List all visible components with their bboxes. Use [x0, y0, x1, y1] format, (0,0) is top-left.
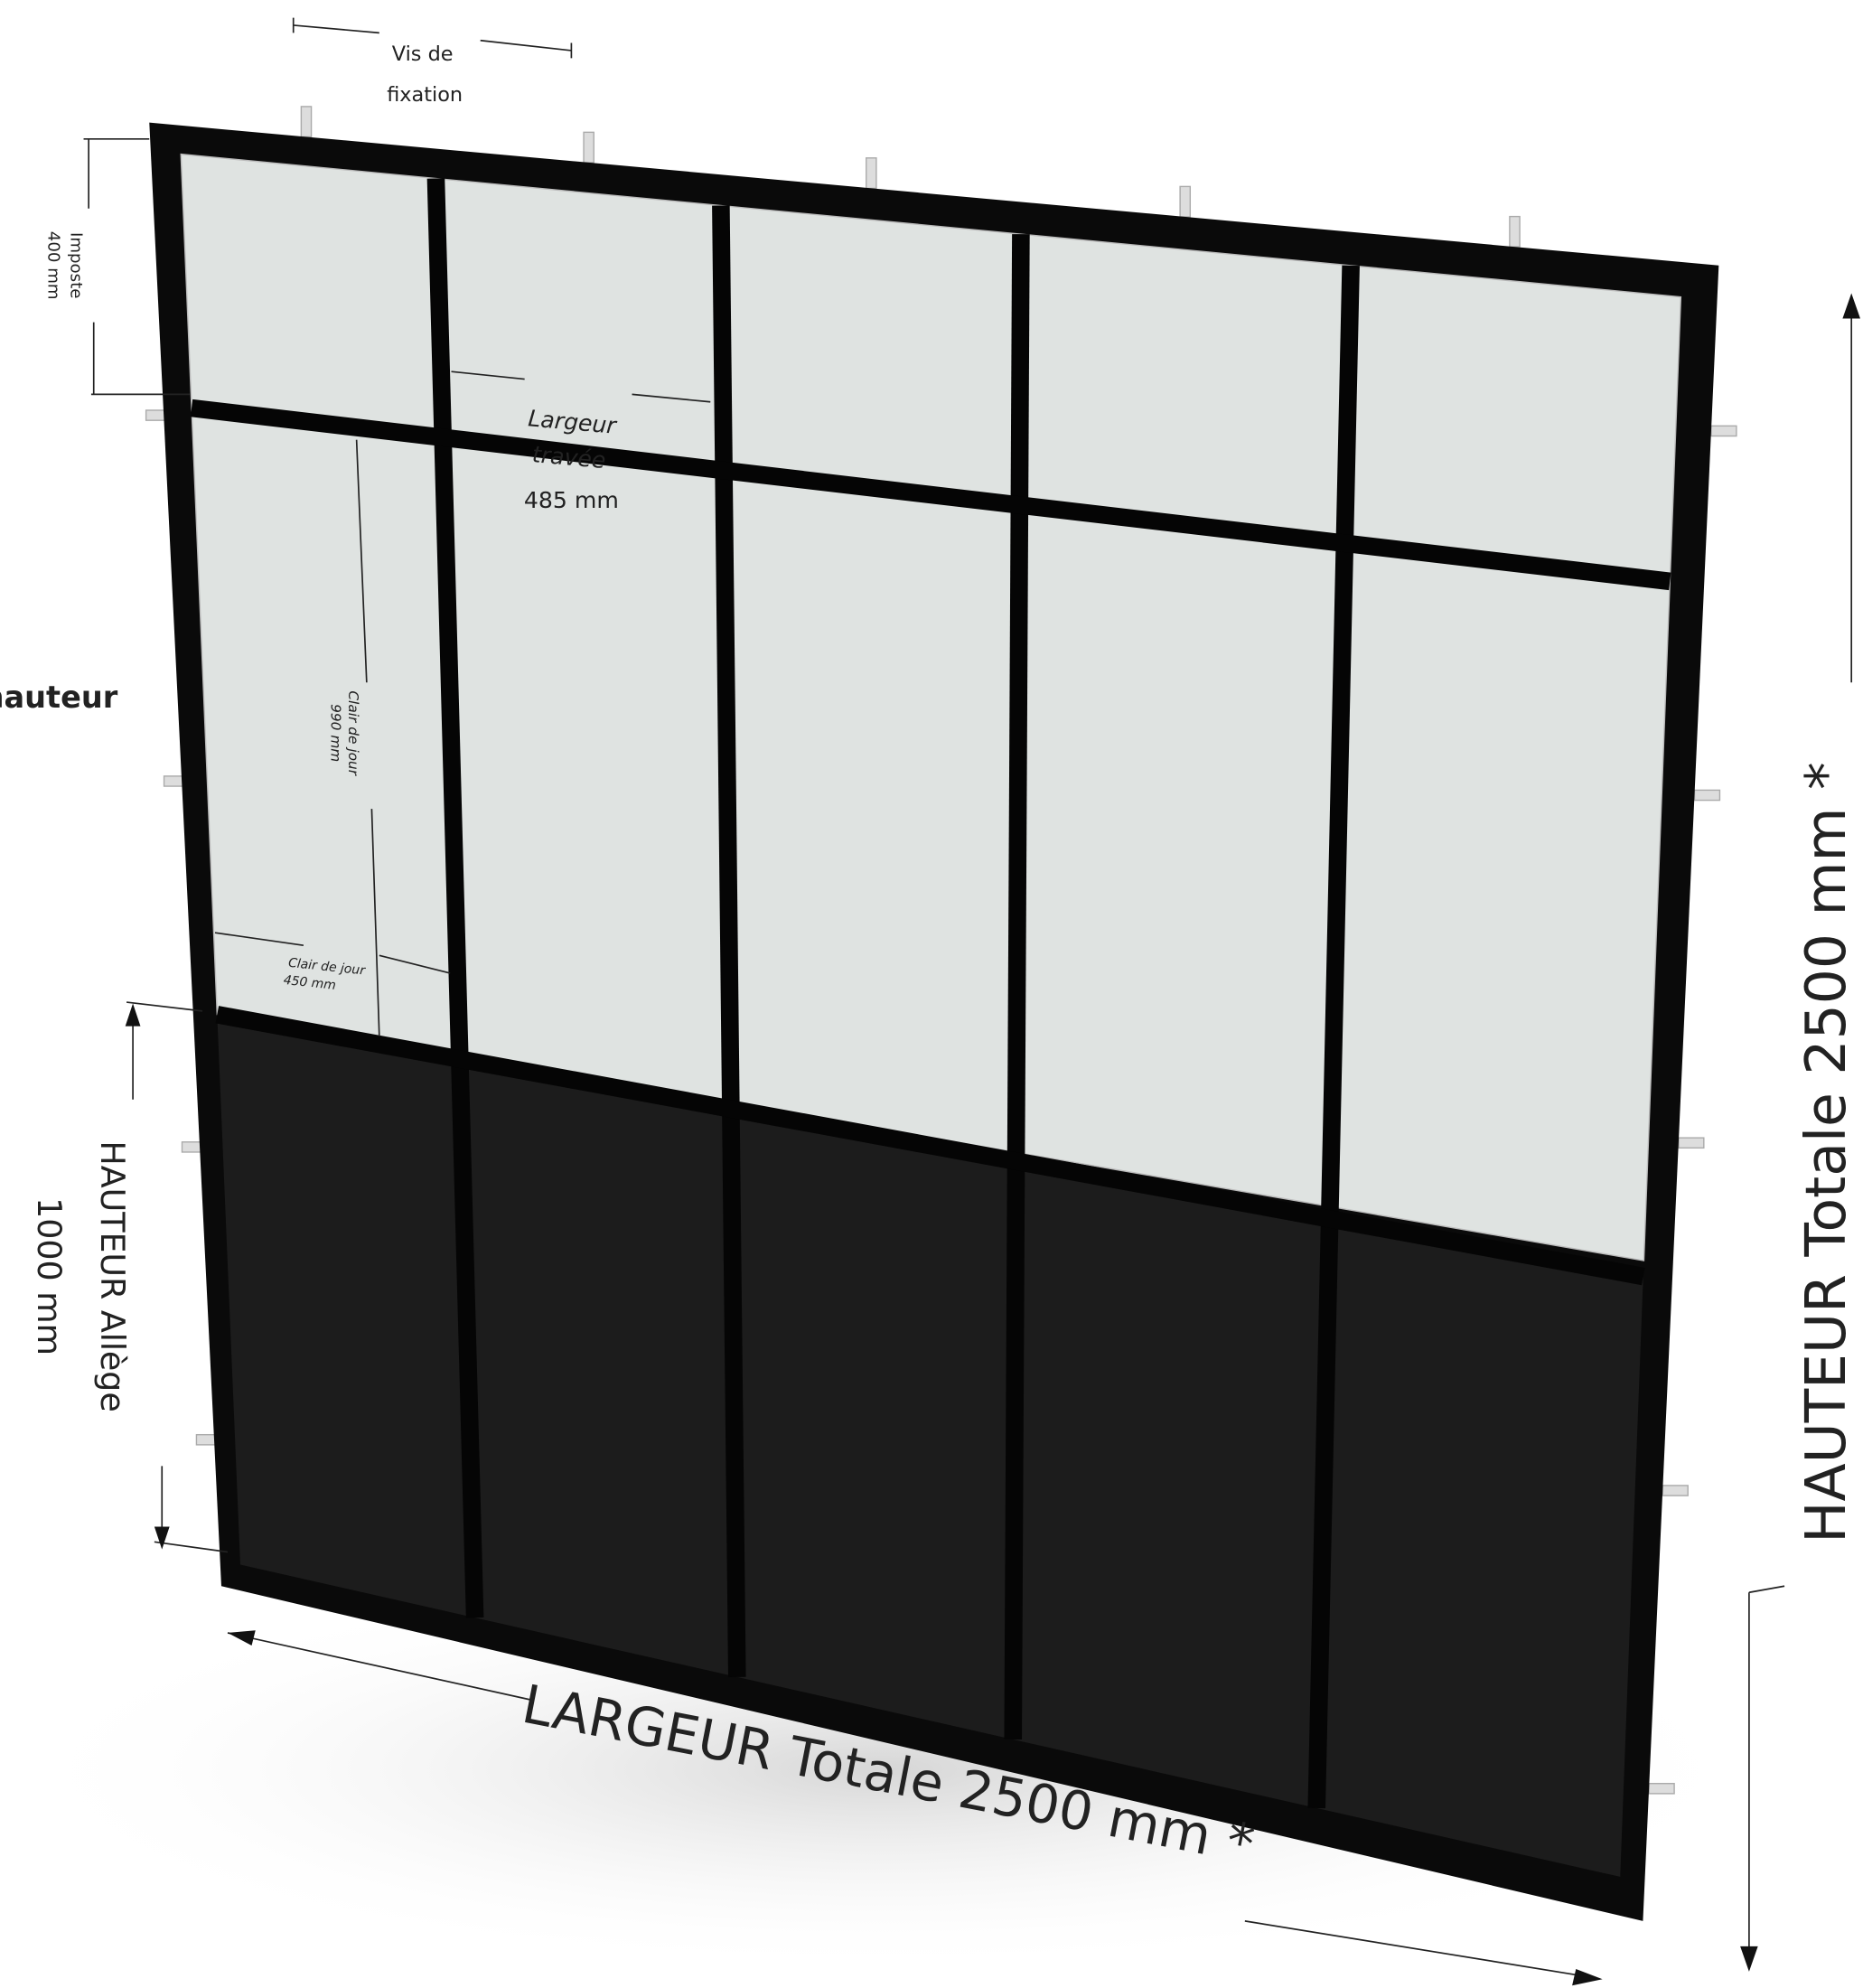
screw	[1693, 789, 1721, 802]
glass	[180, 153, 1682, 1261]
screw	[1179, 185, 1192, 218]
dimension-lines	[83, 17, 1860, 1986]
partition	[145, 106, 1737, 1921]
label: 990 mm	[328, 704, 344, 762]
screw	[163, 775, 185, 787]
profile	[190, 399, 1671, 591]
screw	[1648, 1783, 1675, 1795]
screw	[145, 409, 167, 421]
label: 485 mm	[524, 487, 619, 513]
profile	[215, 1006, 1645, 1286]
label: HAUTEUR Totale 2500 mm *	[1793, 762, 1858, 1543]
screw	[583, 131, 594, 164]
allege	[217, 1014, 1643, 1877]
screw	[1509, 215, 1521, 248]
label: HAUTEUR Allège	[93, 1140, 132, 1411]
profile	[426, 178, 484, 1618]
label: Clair de jour	[345, 690, 361, 776]
screw	[195, 1433, 218, 1446]
screw	[1662, 1485, 1689, 1496]
profile	[1004, 234, 1030, 1740]
profile	[712, 205, 746, 1677]
label: fixation	[387, 83, 463, 107]
screw	[866, 157, 877, 190]
profile	[1307, 265, 1360, 1809]
label: travée	[531, 441, 607, 474]
label: 1000 mm	[30, 1197, 69, 1355]
label: hauteur	[0, 680, 118, 715]
label: 450 mm	[283, 973, 337, 993]
label: Vis de	[392, 42, 454, 66]
label: Imposte	[67, 232, 86, 299]
screw	[1678, 1137, 1705, 1149]
screw	[181, 1141, 203, 1153]
screw	[1710, 425, 1737, 437]
label: 400 mm	[43, 231, 62, 300]
screw	[300, 106, 313, 138]
